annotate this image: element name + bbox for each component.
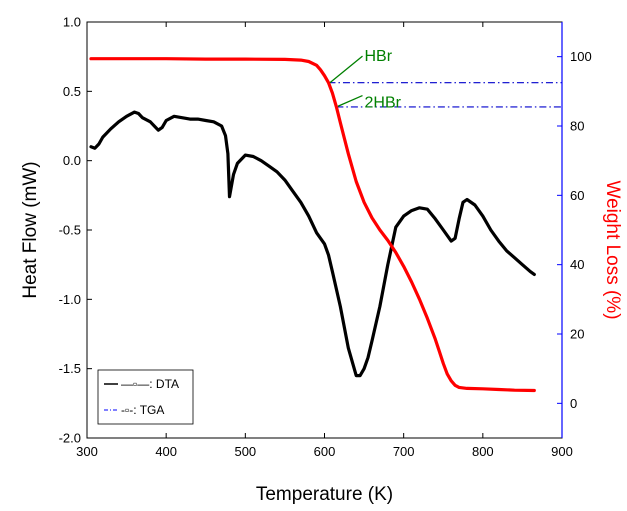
annotation-label: 2HBr: [365, 94, 402, 111]
x-tick-label: 400: [155, 444, 177, 459]
x-axis-title: Temperature (K): [256, 484, 393, 505]
x-tick-label: 900: [551, 444, 573, 459]
axes-layer: [86, 21, 563, 439]
y-left-tick-label: -0.5: [59, 223, 81, 238]
y-axis-title-right: Weight Loss (%): [602, 180, 623, 319]
y-left-tick-label: -1.0: [59, 292, 81, 307]
annotation-pointer: [329, 55, 363, 84]
series-line-tga: [89, 57, 536, 393]
y-left-tick-label: 1.0: [63, 15, 81, 30]
series-line-dta: [89, 110, 536, 378]
legend-label-dta: —▫—: DTA: [121, 377, 179, 391]
legend-label-tga: -▫-: TGA: [121, 403, 164, 417]
y-left-tick-label: 0.5: [63, 84, 81, 99]
y-axis-title-left: Heat Flow (mW): [20, 161, 41, 298]
guide-lines-layer: [328, 82, 562, 108]
x-tick-label: 600: [314, 444, 336, 459]
y-right-tick-label: 80: [570, 119, 584, 134]
y-left-tick-label: 0.0: [63, 153, 81, 168]
x-tick-label: 800: [472, 444, 494, 459]
y-right-tick-label: 0: [570, 396, 577, 411]
y-left-tick-label: -1.5: [59, 361, 81, 376]
x-tick-label: 300: [76, 444, 98, 459]
x-tick-label: 700: [393, 444, 415, 459]
legend-box: [97, 369, 194, 425]
y-left-tick-label: -2.0: [59, 431, 81, 446]
annotation-layer: HBr 2HBr: [329, 48, 402, 111]
annotation-pointer: [337, 94, 363, 107]
series-layer: [89, 57, 536, 393]
y-right-tick-label: 100: [570, 49, 592, 64]
y-right-tick-label: 60: [570, 188, 584, 203]
y-right-tick-label: 20: [570, 327, 584, 342]
ticks-layer: 300 400 500 600 700 800 9001.00.50.0-0.5-1.0-1…: [59, 15, 592, 460]
x-tick-label: 500: [234, 444, 256, 459]
y-right-tick-label: 40: [570, 257, 584, 272]
annotation-label: HBr: [365, 48, 393, 65]
legend: —▫—: DTA -▫-: TGA: [97, 369, 194, 425]
